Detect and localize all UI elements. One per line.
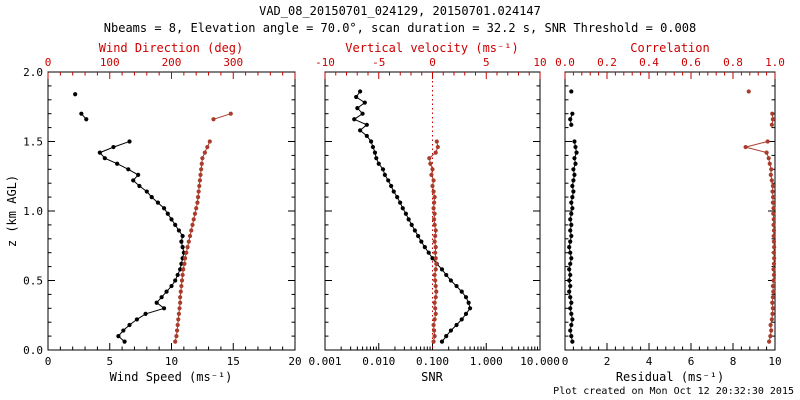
snr-axis-title: SNR [421, 370, 443, 384]
svg-text:0: 0 [429, 56, 436, 69]
wind-direction-axis-title: Wind Direction (deg) [98, 41, 244, 55]
svg-text:1.5: 1.5 [23, 136, 43, 149]
svg-text:5: 5 [106, 355, 113, 368]
svg-text:20: 20 [288, 355, 301, 368]
z-axis-title: z (km AGL) [5, 174, 19, 248]
svg-text:0.8: 0.8 [723, 56, 743, 69]
svg-text:10.000: 10.000 [520, 355, 560, 368]
svg-text:1.0: 1.0 [765, 56, 785, 69]
plot-title: VAD_08_20150701_024129, 20150701.024147 [259, 4, 541, 18]
svg-text:10: 10 [533, 56, 546, 69]
svg-text:0.0: 0.0 [555, 56, 575, 69]
svg-text:0.100: 0.100 [416, 355, 449, 368]
svg-text:1.0: 1.0 [23, 205, 43, 218]
svg-text:100: 100 [100, 56, 120, 69]
svg-text:6: 6 [688, 355, 695, 368]
svg-text:0.2: 0.2 [597, 56, 617, 69]
svg-text:2: 2 [604, 355, 611, 368]
svg-text:8: 8 [730, 355, 737, 368]
creation-timestamp: Plot created on Mon Oct 12 20:32:30 2015 [553, 386, 794, 397]
svg-text:0.5: 0.5 [23, 275, 43, 288]
svg-text:0.0: 0.0 [23, 344, 43, 357]
svg-text:15: 15 [227, 355, 240, 368]
svg-text:2.0: 2.0 [23, 66, 43, 79]
svg-text:-5: -5 [372, 56, 385, 69]
svg-text:-10: -10 [315, 56, 335, 69]
svg-text:0: 0 [45, 355, 52, 368]
wind-speed-axis-title: Wind Speed (ms⁻¹) [109, 370, 233, 384]
svg-text:300: 300 [223, 56, 243, 69]
plot-subtitle: Nbeams = 8, Elevation angle = 70.0°, sca… [103, 21, 697, 35]
svg-text:0.010: 0.010 [362, 355, 395, 368]
svg-text:1.000: 1.000 [470, 355, 503, 368]
svg-text:200: 200 [162, 56, 182, 69]
svg-text:10: 10 [768, 355, 781, 368]
svg-text:4: 4 [646, 355, 653, 368]
svg-text:0: 0 [45, 56, 52, 69]
svg-text:10: 10 [165, 355, 178, 368]
svg-text:0: 0 [562, 355, 569, 368]
svg-text:0.4: 0.4 [639, 56, 659, 69]
vertical-velocity-axis-title: Vertical velocity (ms⁻¹) [345, 41, 519, 55]
correlation-axis-title: Correlation [630, 41, 710, 55]
residual-axis-title: Residual (ms⁻¹) [615, 370, 725, 384]
svg-text:0.6: 0.6 [681, 56, 701, 69]
svg-text:0.001: 0.001 [308, 355, 341, 368]
svg-text:5: 5 [483, 56, 490, 69]
